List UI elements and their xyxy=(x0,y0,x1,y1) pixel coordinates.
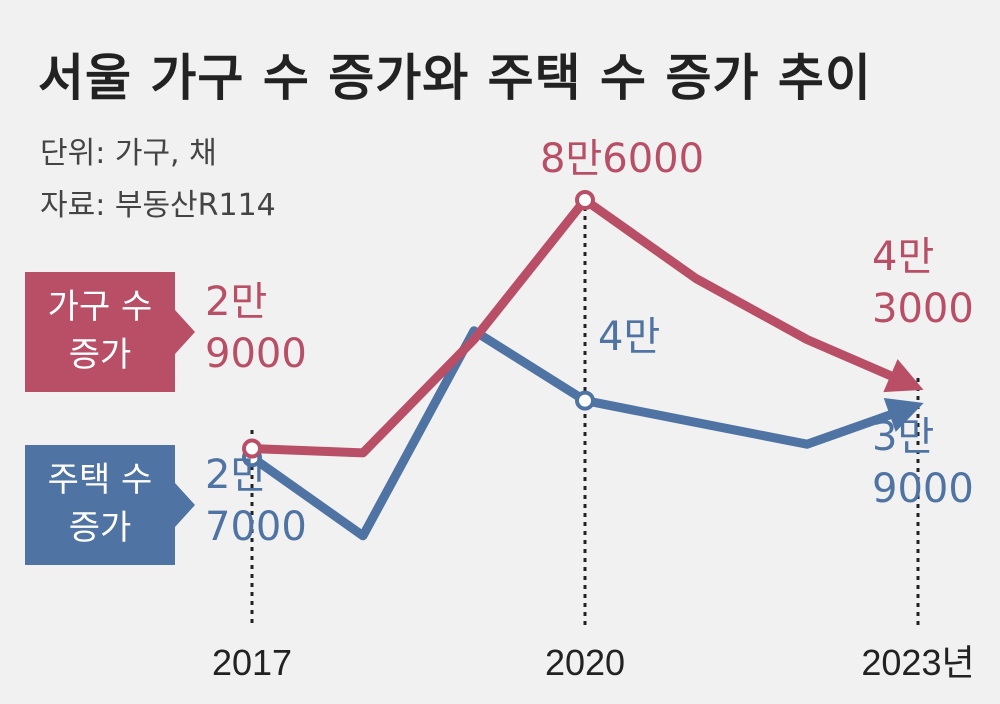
housing-point-2020 xyxy=(575,390,595,411)
x-tick-2020: 2020 xyxy=(545,642,625,683)
household-legend-text: 가구 수 xyxy=(48,287,153,327)
x-axis-ticks: 2017 2020 2023년 xyxy=(212,642,975,683)
unit-note: 단위: 가구, 채 xyxy=(40,136,217,171)
housing-label-2020: 4만 xyxy=(598,314,660,360)
household-legend-box xyxy=(25,272,195,392)
housing-legend-text: 주택 수 xyxy=(48,460,153,500)
housing-line xyxy=(247,326,902,541)
x-tick-2017: 2017 xyxy=(212,642,292,683)
guide-lines xyxy=(250,198,920,628)
household-point-2020 xyxy=(575,190,595,210)
household-arrowhead xyxy=(883,359,924,393)
household-label-2017: 2만 xyxy=(205,279,267,325)
household-label-2017: 9000 xyxy=(205,331,307,377)
source-note: 자료: 부동산R114 xyxy=(40,188,276,223)
chart-title: 서울 가구 수 증가와 주택 수 증가 추이 xyxy=(38,49,872,107)
housing-label-2017: 2만 xyxy=(205,452,267,498)
household-label-2023: 3000 xyxy=(872,286,974,332)
household-point-2017 xyxy=(242,438,262,459)
data-markers xyxy=(242,190,595,468)
x-tick-2023: 2023년 xyxy=(861,642,974,683)
housing-label-2023: 9000 xyxy=(872,466,974,512)
housing-label-2023: 3만 xyxy=(872,414,934,460)
housing-label-2017: 7000 xyxy=(205,504,307,550)
household-legend-text: 증가 xyxy=(69,335,132,375)
housing-legend-box xyxy=(25,445,195,565)
household-label-2020: 8만6000 xyxy=(540,136,704,182)
series-lines xyxy=(247,195,924,541)
housing-legend-text: 증가 xyxy=(69,508,132,548)
data-labels: 2만 9000 8만6000 4만 3000 2만 7000 4만 3만 9000 xyxy=(205,136,974,550)
household-line xyxy=(247,195,903,458)
housing-arrowhead xyxy=(883,397,924,432)
household-label-2023: 4만 xyxy=(872,234,934,280)
